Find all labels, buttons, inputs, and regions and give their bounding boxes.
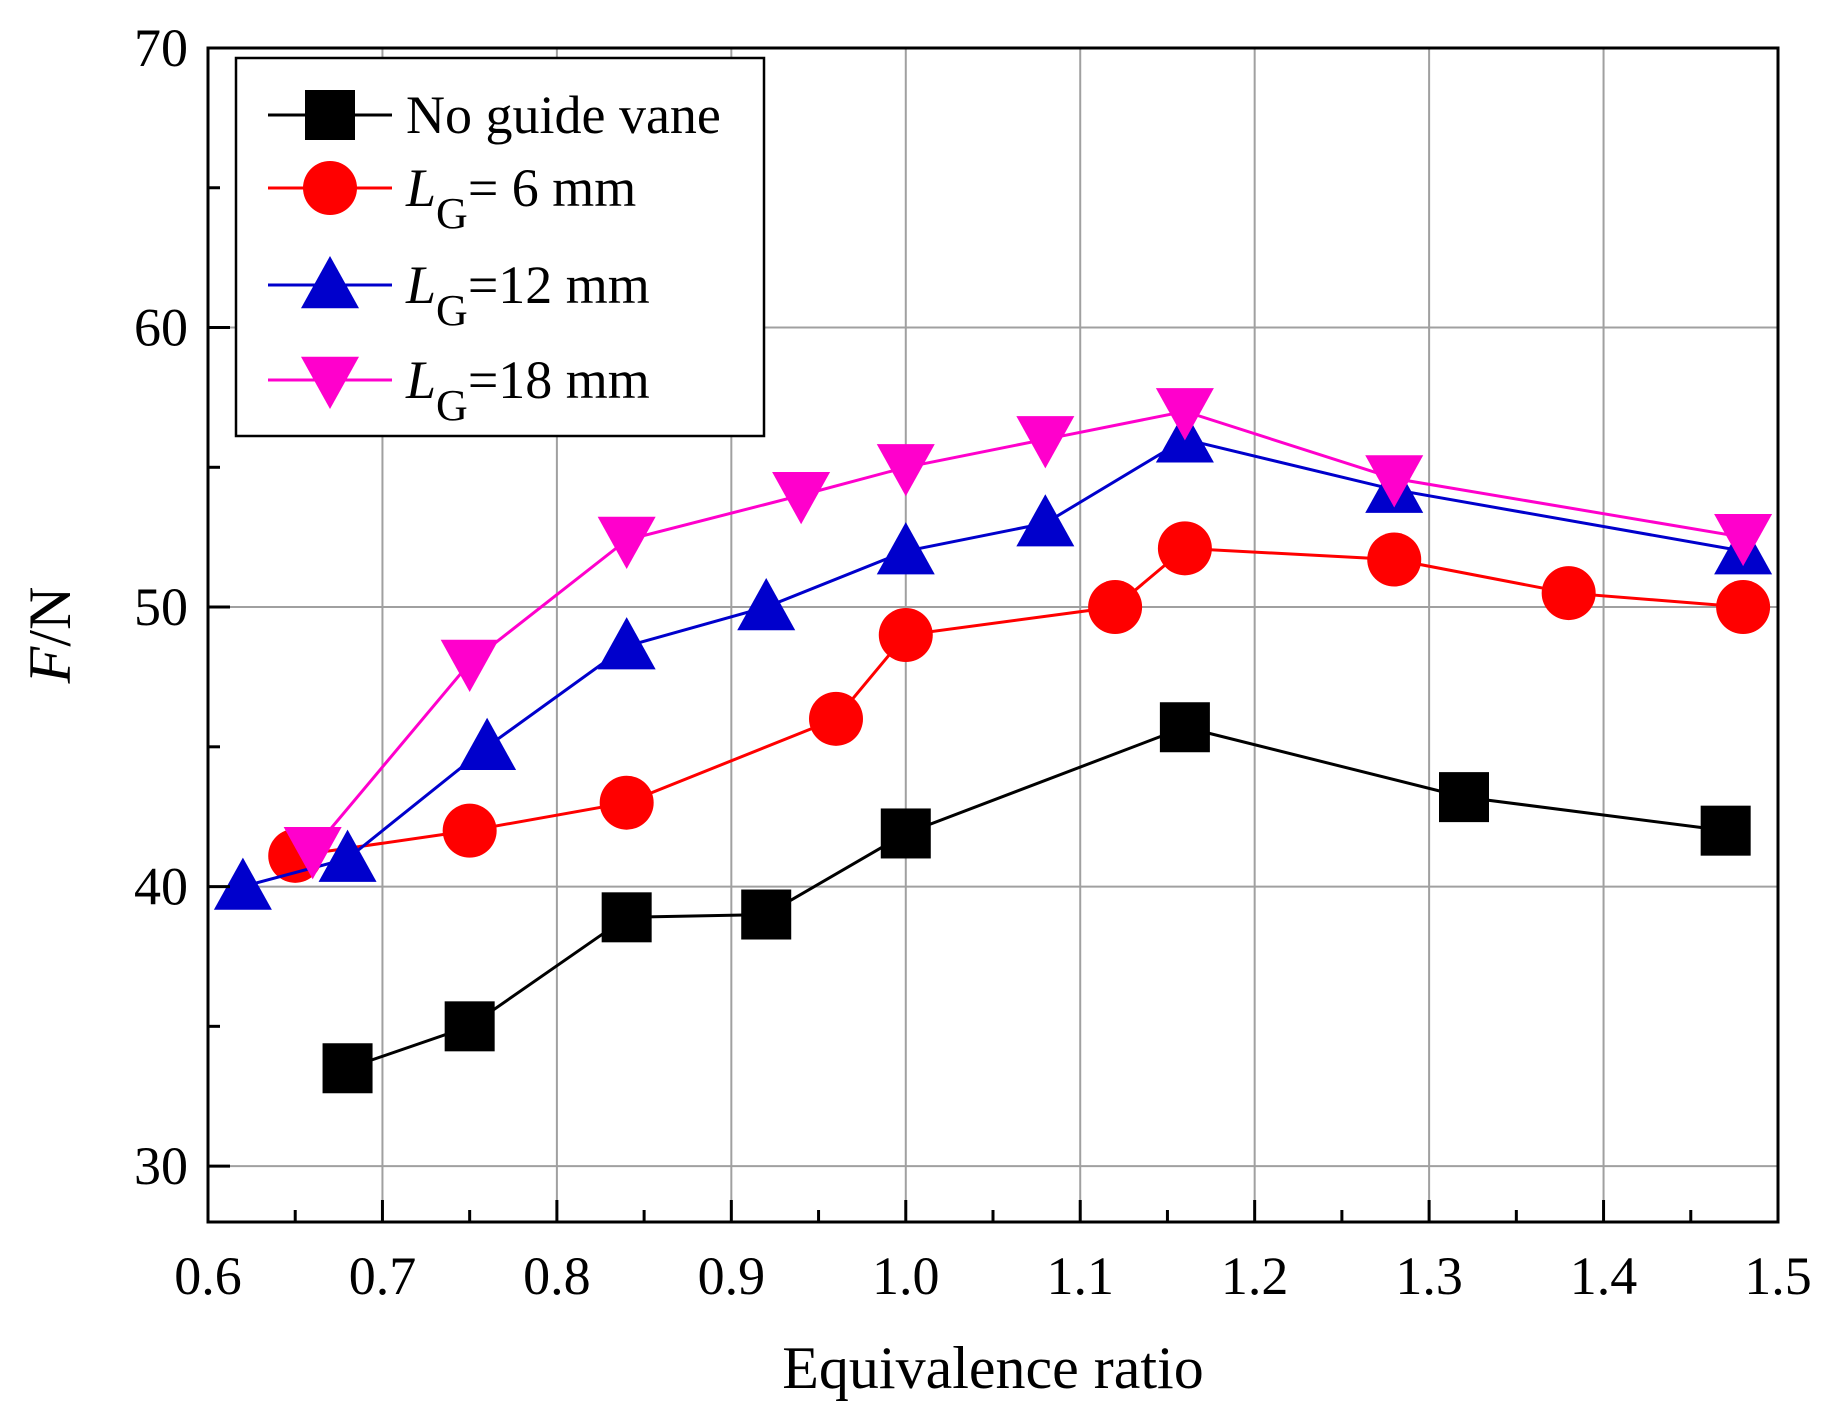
series-line — [347, 725, 1726, 1070]
x-tick-label: 0.8 — [523, 1246, 591, 1306]
data-point — [878, 608, 933, 662]
data-point — [213, 857, 272, 910]
data-point — [1016, 494, 1075, 547]
x-tick-label: 0.6 — [174, 1246, 242, 1306]
series-2 — [268, 521, 1771, 883]
series-line — [311, 409, 1744, 852]
series-layer — [213, 388, 1773, 1094]
data-point — [809, 691, 863, 746]
legend: No guide vane LG= 6 mm LG=12 mm LG=18 mm — [234, 56, 766, 438]
y-tick-label: 40 — [134, 857, 188, 917]
legend-marker — [305, 90, 355, 140]
x-tick-label: 0.9 — [698, 1246, 766, 1306]
data-point — [1439, 772, 1489, 823]
x-tick-label: 0.7 — [349, 1246, 417, 1306]
data-point — [876, 444, 935, 497]
data-point — [318, 829, 377, 882]
data-point — [1716, 580, 1771, 635]
data-point — [880, 808, 931, 859]
series-4 — [283, 388, 1773, 880]
data-point — [440, 639, 499, 692]
data-point — [599, 775, 654, 830]
series-line — [242, 437, 1744, 889]
x-tick-label: 1.3 — [1395, 1246, 1463, 1306]
data-point — [1159, 702, 1210, 753]
x-axis-title: Equivalence ratio — [782, 1335, 1203, 1401]
data-point — [1700, 805, 1751, 856]
series-1 — [322, 702, 1751, 1094]
legend-marker — [301, 356, 359, 409]
data-point — [737, 578, 796, 631]
x-tick-label: 1.5 — [1744, 1246, 1812, 1306]
y-tick-label: 60 — [134, 298, 188, 358]
data-point — [442, 803, 497, 858]
y-axis-title: F/N — [17, 587, 83, 685]
x-tick-label: 1.1 — [1046, 1246, 1114, 1306]
series-line — [295, 546, 1744, 858]
data-point — [458, 717, 517, 771]
legend-label: LG=12 mm — [405, 255, 650, 335]
x-tick-label: 1.4 — [1570, 1246, 1638, 1306]
y-tick-label: 50 — [134, 577, 188, 637]
y-tick-label: 70 — [134, 18, 188, 78]
data-point — [1714, 513, 1773, 567]
legend-marker — [303, 161, 357, 215]
legend-item: No guide vane — [268, 85, 721, 145]
data-point — [1365, 455, 1424, 508]
x-tick-label: 1.2 — [1221, 1246, 1289, 1306]
data-point — [1541, 566, 1596, 621]
data-point — [1155, 388, 1214, 441]
data-point — [1088, 580, 1143, 635]
ticks: 0.6 0.7 0.8 0.9 1.0 1.1 1.2 1.3 1.4 1.5 30 40 50 60 70 — [134, 18, 1812, 1306]
data-point — [601, 892, 652, 943]
data-point — [1016, 416, 1075, 469]
y-axis-title-unit: /N — [17, 587, 83, 647]
legend-item: LG= 6 mm — [268, 158, 636, 238]
data-point — [876, 522, 935, 575]
data-point — [283, 827, 342, 880]
data-point — [322, 1043, 373, 1094]
y-axis-title-symbol: F — [17, 645, 83, 684]
legend-item: LG=18 mm — [268, 350, 650, 430]
data-point — [444, 1001, 495, 1052]
data-point — [772, 472, 831, 525]
y-tick-label: 30 — [134, 1136, 188, 1196]
x-tick-label: 1.0 — [872, 1246, 940, 1306]
legend-item: LG=12 mm — [268, 255, 650, 335]
legend-marker — [301, 256, 359, 309]
data-point — [597, 617, 656, 670]
data-point — [597, 516, 656, 569]
data-point — [741, 889, 792, 940]
legend-label: LG= 6 mm — [405, 158, 636, 238]
data-point — [1367, 532, 1422, 587]
data-point — [1157, 521, 1212, 576]
legend-label: LG=18 mm — [405, 350, 650, 430]
legend-label: No guide vane — [406, 85, 721, 145]
